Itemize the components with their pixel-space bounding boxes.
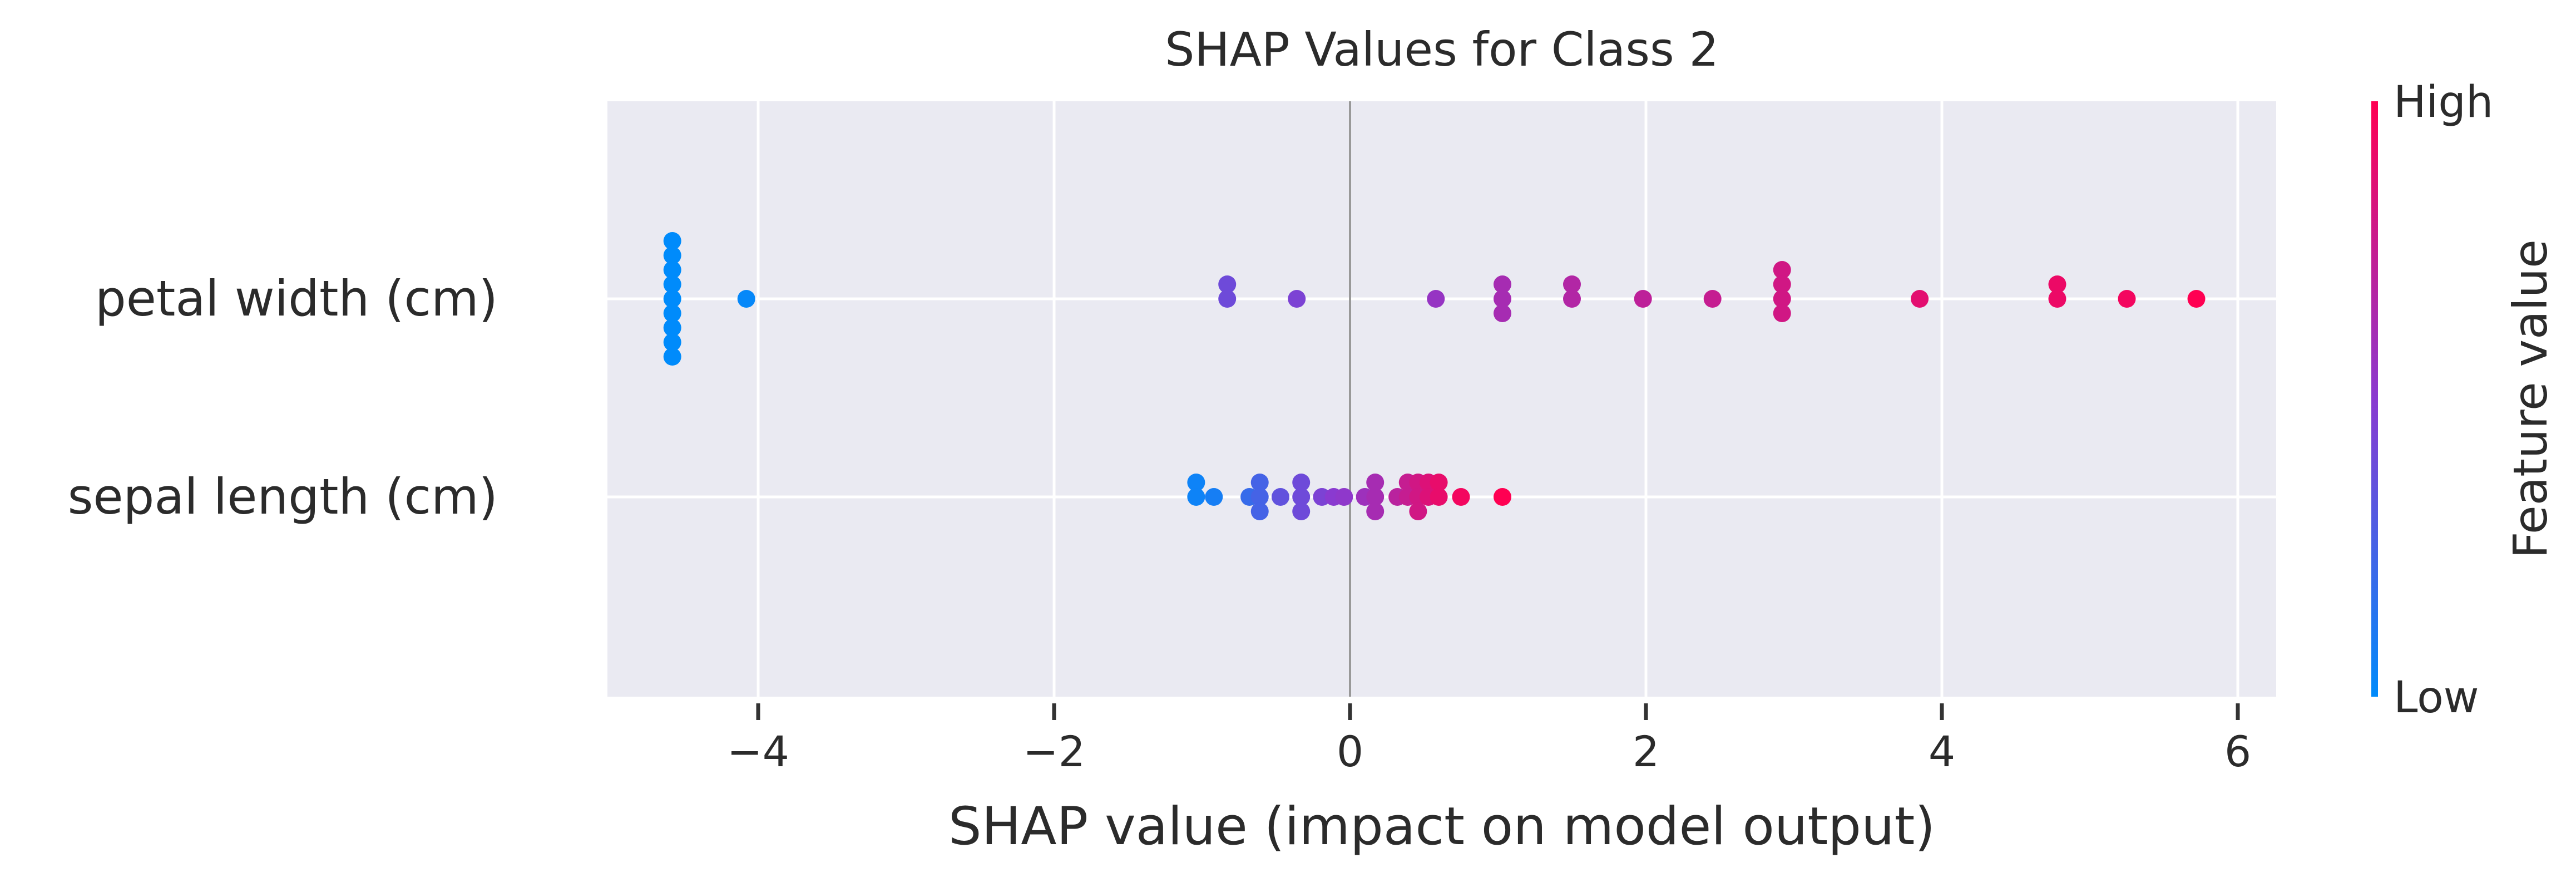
x-tick-label: −2 [1023, 727, 1085, 776]
shap-point [663, 290, 681, 308]
shap-point [1430, 488, 1448, 506]
colorbar [2371, 101, 2378, 697]
shap-point [1292, 502, 1311, 520]
shap-point [1218, 290, 1237, 308]
shap-point [737, 290, 755, 308]
shap-point [1493, 304, 1511, 322]
shap-point [663, 261, 681, 279]
shap-point [1187, 488, 1205, 506]
shap-point [1911, 290, 1929, 308]
shap-point [2187, 290, 2206, 308]
shap-point [663, 319, 681, 337]
shap-point [663, 348, 681, 366]
shap-point [1493, 488, 1511, 506]
shap-point [1366, 502, 1385, 520]
shap-point [663, 304, 681, 322]
x-axis-label: SHAP value (impact on model output) [948, 796, 1935, 857]
shap-point [2048, 275, 2066, 293]
feature-label: sepal length (cm) [68, 468, 498, 525]
shap-point [1250, 474, 1269, 491]
colorbar-title: Feature value [2503, 239, 2558, 559]
shap-point [1250, 488, 1269, 506]
shap-point [1292, 474, 1311, 491]
shap-point [1493, 290, 1511, 308]
shap-point [1250, 502, 1269, 520]
shap-point [1292, 488, 1311, 506]
shap-point [1366, 488, 1385, 506]
shap-point [663, 333, 681, 351]
x-tick-label: 4 [1929, 727, 1955, 776]
shap-point [1427, 290, 1445, 308]
shap-point [1703, 290, 1722, 308]
plot-area [607, 101, 2276, 697]
x-tick-label: −4 [727, 727, 789, 776]
feature-labels: petal width (cm) sepal length (cm) [68, 270, 498, 525]
shap-point [2118, 290, 2136, 308]
colorbar-low-label: Low [2394, 673, 2479, 723]
shap-point [1409, 502, 1427, 520]
shap-point [1218, 275, 1237, 293]
shap-point [2048, 290, 2066, 308]
x-axis-ticks: −4 −2 0 2 4 6 [727, 703, 2251, 776]
shap-point [1288, 290, 1306, 308]
shap-point [1773, 261, 1791, 279]
shap-point [1205, 488, 1223, 506]
shap-point [1563, 290, 1581, 308]
x-tick-label: 6 [2224, 727, 2251, 776]
shap-point [1452, 488, 1470, 506]
colorbar-high-label: High [2394, 77, 2493, 127]
shap-point [1563, 275, 1581, 293]
shap-point [1773, 290, 1791, 308]
shap-point [1634, 290, 1652, 308]
shap-point [1187, 474, 1205, 491]
shap-point [663, 247, 681, 264]
x-tick-label: 2 [1633, 727, 1659, 776]
shap-point [1493, 275, 1511, 293]
feature-label: petal width (cm) [95, 270, 498, 327]
shap-point [1335, 488, 1353, 506]
shap-point [1366, 474, 1385, 491]
data-points [663, 232, 2206, 520]
shap-point [1271, 488, 1289, 506]
shap-point [1430, 474, 1448, 491]
shap-point [663, 232, 681, 250]
x-tick-label: 0 [1337, 727, 1363, 776]
shap-point [1773, 304, 1791, 322]
shap-point [663, 275, 681, 293]
chart-title: SHAP Values for Class 2 [1165, 22, 1719, 77]
shap-point [1773, 275, 1791, 293]
